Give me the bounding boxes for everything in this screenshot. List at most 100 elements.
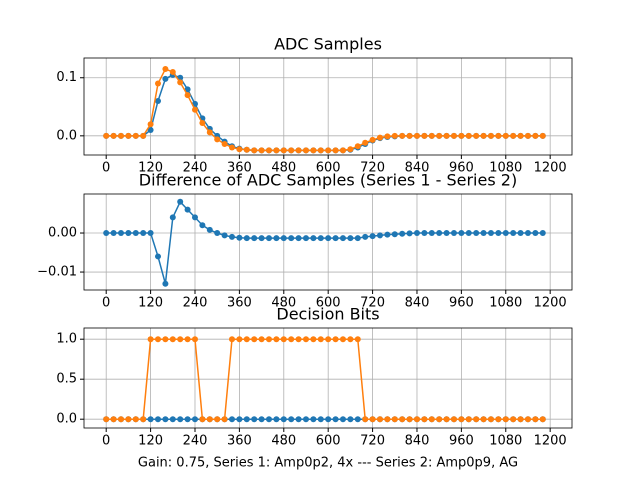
marker [243,416,250,423]
marker [310,235,317,242]
marker [517,230,524,237]
marker [458,416,465,423]
axes-frame [83,57,573,156]
x-tick-label: 1080 [489,434,522,449]
marker [288,336,295,343]
marker [184,206,191,213]
axes-frame [83,193,573,291]
x-tick-label: 1080 [489,161,522,176]
y-tick-label: 0.0 [56,412,77,427]
marker [524,230,531,237]
marker [406,230,413,237]
marker [376,134,383,141]
marker [421,230,428,237]
x-tick-label: 480 [271,161,296,176]
marker [406,416,413,423]
marker [339,336,346,343]
marker [214,230,221,237]
marker [132,230,139,237]
marker [125,416,132,423]
marker [413,132,420,139]
marker [169,214,176,221]
x-tick-label: 240 [183,161,208,176]
marker [132,132,139,139]
marker [103,230,110,237]
marker [265,147,272,154]
marker [347,416,354,423]
marker [302,336,309,343]
marker [154,336,161,343]
marker [184,92,191,99]
marker [436,132,443,139]
marker [532,416,539,423]
x-tick-label: 360 [227,434,252,449]
x-tick-label: 240 [183,434,208,449]
marker [184,86,191,93]
marker [103,416,110,423]
marker [236,146,243,153]
marker [391,231,398,238]
y-tick-label: 0.5 [56,372,77,387]
marker [302,147,309,154]
marker [384,133,391,140]
marker [362,139,369,146]
marker [480,230,487,237]
marker [147,416,154,423]
marker [391,132,398,139]
marker [258,336,265,343]
x-tick-label: 0 [102,434,110,449]
marker [236,416,243,423]
axes: 0 120 240 360 480 600 720 840 960 1080 1200 −0.01 0.… [37,171,573,311]
x-tick-label: 360 [227,296,252,311]
marker [310,147,317,154]
marker [184,416,191,423]
marker [480,132,487,139]
y-tick-label: 0.1 [56,70,77,85]
marker [191,416,198,423]
x-tick-label: 600 [316,434,341,449]
marker [302,235,309,242]
y-tick-label: 1.0 [56,332,77,347]
marker [280,336,287,343]
marker [332,147,339,154]
marker [117,416,124,423]
marker [273,235,280,242]
marker [465,416,472,423]
marker [206,129,213,136]
marker [265,416,272,423]
x-tick-label: 840 [405,434,430,449]
y-tick-label: 0.0 [56,128,77,143]
marker [458,230,465,237]
marker [280,416,287,423]
marker [236,336,243,343]
marker [539,416,546,423]
marker [273,336,280,343]
marker [228,144,235,151]
marker [221,140,228,147]
axes-title: Decision Bits [276,305,379,324]
marker [532,132,539,139]
marker [339,416,346,423]
marker [140,416,147,423]
y-tick-label: −0.01 [37,265,77,280]
marker [339,147,346,154]
marker [406,132,413,139]
x-tick-label: 600 [316,161,341,176]
marker [243,235,250,242]
marker [169,68,176,75]
marker [310,416,317,423]
marker [443,416,450,423]
marker [199,120,206,127]
marker [228,336,235,343]
marker [436,230,443,237]
x-tick-label: 120 [138,161,163,176]
marker [191,214,198,221]
x-tick-label: 960 [449,161,474,176]
marker [103,132,110,139]
x-axis-label: Gain: 0.75, Series 1: Amp0p2, 4x --- Ser… [138,456,518,471]
marker [154,80,161,87]
marker [391,416,398,423]
marker [339,235,346,242]
marker [191,106,198,113]
